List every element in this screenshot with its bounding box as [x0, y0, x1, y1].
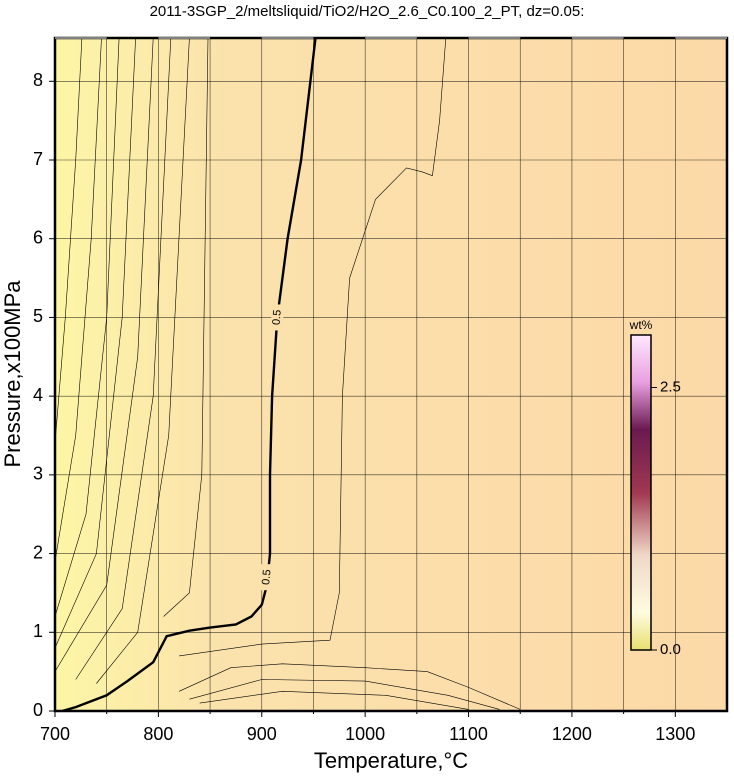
y-tick-label: 7 [33, 149, 43, 169]
chart-title: 2011-3SGP_2/meltsliquid/TiO2/H2O_2.6_C0.… [150, 3, 585, 20]
y-axis-label: Pressure,x100MPa [0, 280, 25, 468]
colorbar-tick-label: 2.5 [660, 378, 681, 395]
y-tick-label: 5 [33, 306, 43, 326]
y-tick-label: 8 [33, 70, 43, 90]
x-tick-label: 1200 [552, 724, 592, 744]
contour-line [178, 663, 521, 710]
contour-line [163, 37, 209, 617]
colorbar-tick-label: 0.0 [660, 641, 681, 658]
x-axis-label: Temperature,°C [314, 748, 468, 773]
x-tick-label: 900 [247, 724, 277, 744]
contour-line [199, 690, 469, 710]
contour-label-bg [260, 564, 273, 591]
y-tick-label: 3 [33, 464, 43, 484]
y-tick-label: 0 [33, 700, 43, 720]
contour-line [179, 37, 447, 657]
y-tick-label: 4 [33, 385, 43, 405]
contour-line [54, 37, 102, 562]
contour-line [54, 37, 120, 617]
plot-background [55, 38, 727, 711]
contour-line [54, 37, 83, 444]
x-tick-label: 700 [40, 724, 70, 744]
colorbar [630, 334, 652, 651]
contour-label: 0.5 [271, 309, 284, 325]
y-tick-label: 1 [33, 621, 43, 641]
contour-line [189, 679, 500, 710]
x-tick-label: 800 [143, 724, 173, 744]
contour-line [96, 37, 190, 684]
x-tick-label: 1100 [449, 724, 488, 744]
y-tick-label: 2 [33, 542, 43, 562]
contour-label-bg [271, 304, 284, 331]
x-tick-label: 1000 [345, 724, 385, 744]
contour-line [75, 37, 172, 680]
contour-line [54, 37, 154, 672]
contour-label: 0.5 [260, 569, 273, 585]
x-tick-label: 1300 [655, 724, 695, 744]
colorbar-label: wt% [629, 318, 653, 332]
contour-line [54, 37, 136, 649]
y-tick-label: 6 [33, 227, 43, 247]
